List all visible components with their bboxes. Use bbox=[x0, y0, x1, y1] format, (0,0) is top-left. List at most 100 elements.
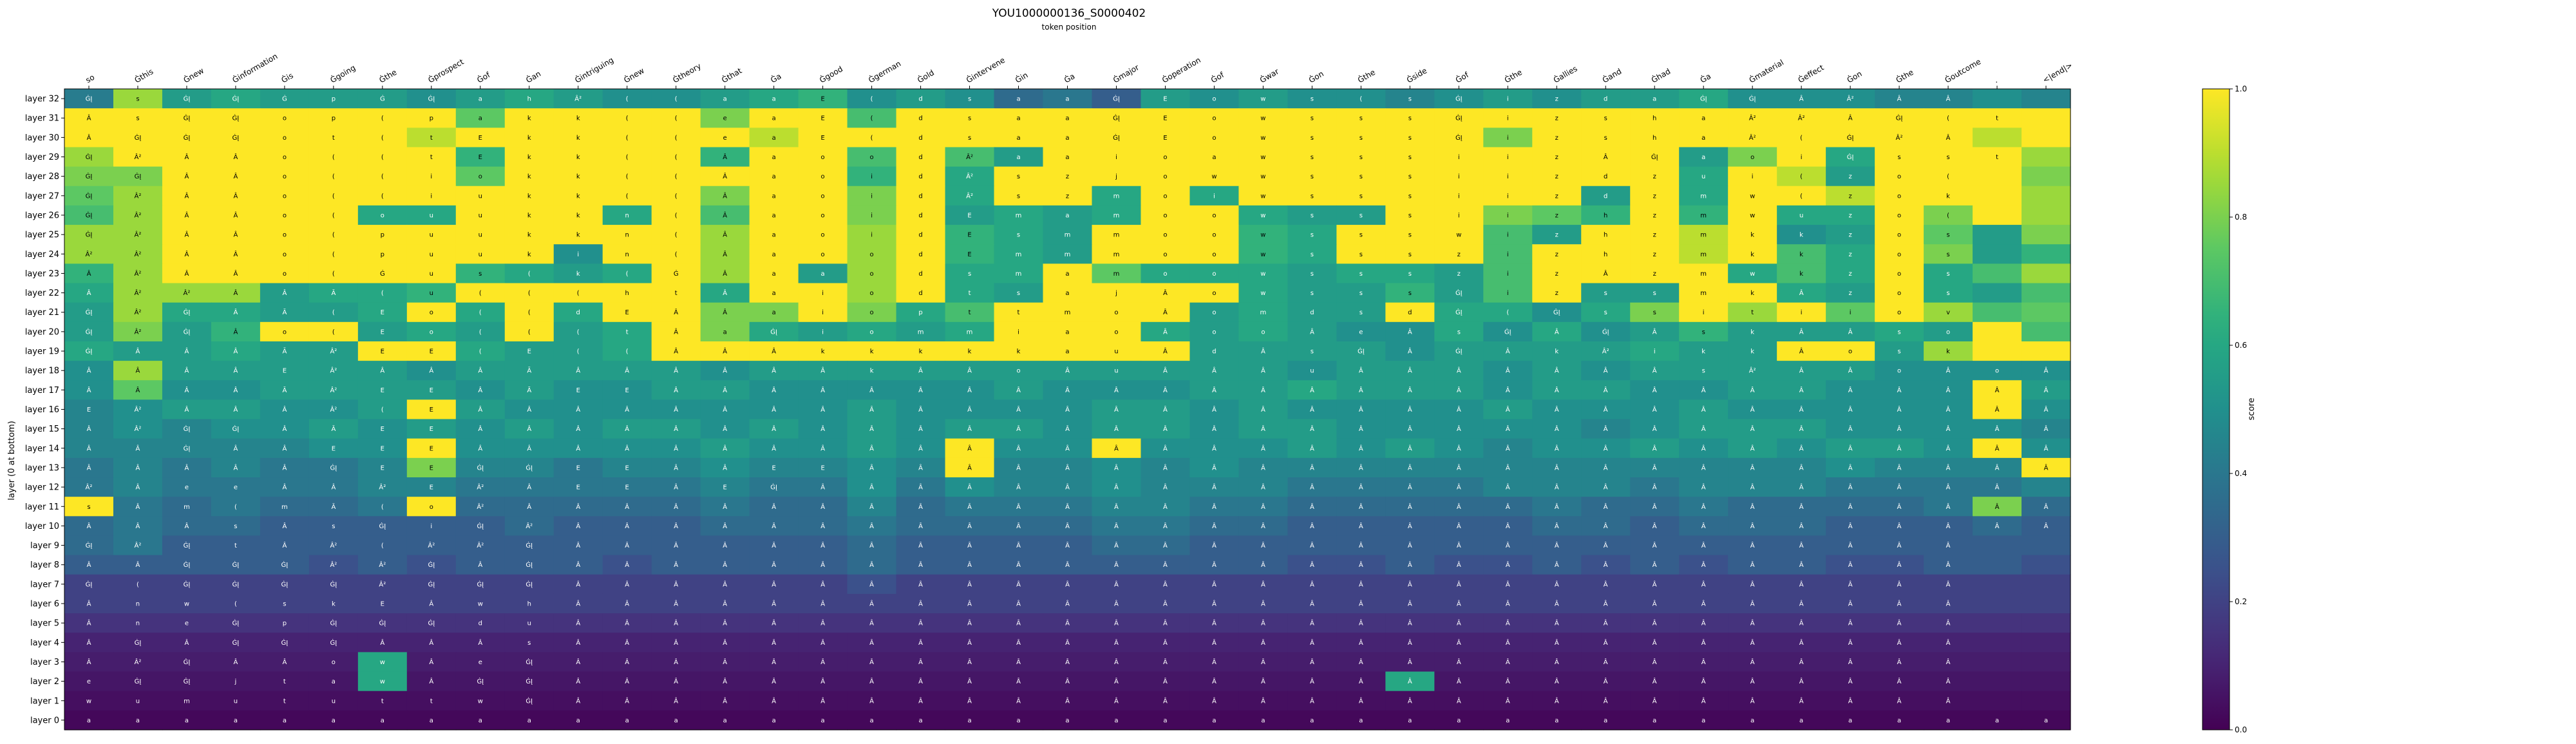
cell-label: e bbox=[723, 115, 727, 122]
y-tick-label: layer 6 bbox=[30, 600, 59, 609]
cell-label: Â bbox=[1701, 444, 1706, 452]
cell-label: Â bbox=[772, 677, 776, 685]
heatmap-cell bbox=[1092, 205, 1142, 225]
heatmap-cell bbox=[357, 341, 408, 361]
cell-label: Â bbox=[1408, 619, 1412, 627]
heatmap-cell bbox=[553, 283, 603, 303]
cell-label: a bbox=[772, 271, 776, 278]
heatmap-cell bbox=[847, 108, 897, 128]
heatmap-cell bbox=[406, 89, 457, 109]
cell-label: Â bbox=[2044, 444, 2049, 452]
cell-label: Â bbox=[1946, 463, 1951, 472]
cell-label: Â bbox=[1408, 483, 1412, 491]
cell-label: Â bbox=[87, 522, 91, 530]
heatmap-cell bbox=[1336, 302, 1386, 323]
heatmap-cell bbox=[2022, 186, 2071, 206]
cell-label: Â² bbox=[1602, 347, 1609, 356]
heatmap-cell bbox=[994, 302, 1044, 323]
cell-label: Â bbox=[1261, 367, 1265, 375]
heatmap-cell bbox=[211, 361, 261, 381]
cell-label: ĠĮ bbox=[232, 133, 240, 142]
heatmap-cell bbox=[798, 341, 848, 361]
heatmap-cell bbox=[308, 128, 359, 148]
cell-label: a bbox=[1506, 717, 1510, 724]
heatmap-cell bbox=[1875, 225, 1924, 245]
heatmap-cell bbox=[113, 108, 163, 128]
heatmap-cell bbox=[1973, 321, 2022, 342]
cell-label: Â bbox=[1114, 696, 1119, 705]
x-tick-label: Ġmajor bbox=[1111, 62, 1141, 85]
heatmap-cell bbox=[455, 438, 506, 459]
heatmap-cell bbox=[1483, 380, 1533, 401]
heatmap-cell bbox=[1043, 147, 1093, 167]
cell-label: a bbox=[1701, 154, 1705, 161]
heatmap-cell bbox=[1336, 128, 1386, 148]
heatmap-cell bbox=[211, 438, 261, 459]
cell-label: s bbox=[1457, 329, 1461, 336]
cell-label: Â bbox=[869, 600, 874, 608]
cell-label: k bbox=[527, 251, 531, 258]
heatmap-cell bbox=[749, 186, 799, 206]
cell-label: Â bbox=[1653, 444, 1657, 452]
heatmap-cell bbox=[1141, 419, 1191, 439]
cell-label: ( bbox=[626, 271, 629, 278]
heatmap-cell bbox=[1728, 225, 1777, 245]
cell-label: a bbox=[967, 717, 971, 724]
heatmap-cell bbox=[602, 302, 652, 323]
cell-label: a bbox=[430, 717, 433, 724]
cell-label: Â² bbox=[1749, 367, 1756, 375]
heatmap-cell bbox=[64, 205, 114, 225]
heatmap-cell bbox=[1385, 283, 1435, 303]
heatmap-cell bbox=[651, 302, 701, 323]
cell-label: Â² bbox=[966, 153, 973, 161]
cell-label: Â bbox=[1604, 502, 1608, 511]
heatmap-cell bbox=[1826, 302, 1875, 323]
cell-label: E bbox=[625, 484, 629, 491]
cell-label: i bbox=[1018, 329, 1019, 336]
cell-label: o bbox=[1212, 329, 1216, 336]
cell-label: a bbox=[1016, 115, 1020, 122]
cell-label: s bbox=[1604, 135, 1607, 142]
heatmap-cell bbox=[1336, 283, 1386, 303]
heatmap-cell bbox=[1777, 361, 1826, 381]
cell-label: j bbox=[1115, 173, 1117, 180]
cell-label: Â bbox=[1163, 308, 1168, 316]
heatmap-cell bbox=[1287, 302, 1337, 323]
cell-label: o bbox=[1163, 193, 1167, 200]
heatmap-cell bbox=[504, 108, 554, 128]
heatmap-cell bbox=[553, 438, 603, 459]
heatmap-cell bbox=[2022, 671, 2071, 692]
cell-label: a bbox=[1163, 717, 1167, 724]
cell-label: Â bbox=[1848, 619, 1853, 627]
cell-label: Â bbox=[1114, 424, 1119, 433]
cell-label: o bbox=[870, 329, 874, 336]
heatmap-cell bbox=[1483, 399, 1533, 420]
cell-label: E bbox=[576, 464, 580, 472]
heatmap-cell bbox=[1924, 147, 1973, 167]
cell-label: Â bbox=[1750, 619, 1755, 627]
cell-label: E bbox=[1163, 96, 1167, 103]
heatmap-cell bbox=[162, 147, 212, 167]
cell-label: z bbox=[1848, 232, 1852, 239]
heatmap-cell bbox=[1581, 263, 1631, 284]
cell-label: Â bbox=[1897, 444, 1902, 452]
cell-label: o bbox=[1897, 212, 1901, 219]
cell-label: ĠĮ bbox=[526, 658, 533, 666]
cell-label: a bbox=[478, 115, 482, 122]
heatmap-cell bbox=[749, 244, 799, 264]
cell-label: Â² bbox=[1749, 114, 1756, 122]
cell-label: Â bbox=[1065, 405, 1070, 414]
cell-label: i bbox=[577, 251, 579, 258]
cell-label: z bbox=[1653, 232, 1656, 239]
cell-label: Â bbox=[185, 522, 189, 530]
cell-label: Â bbox=[1799, 444, 1804, 452]
x-tick-label: Ġthat bbox=[719, 65, 743, 85]
cell-label: ĠĮ bbox=[526, 580, 533, 588]
heatmap-cell bbox=[1043, 186, 1093, 206]
cell-label: ĠĮ bbox=[184, 560, 191, 569]
heatmap-cell bbox=[1875, 419, 1924, 439]
cell-label: Â bbox=[1848, 502, 1853, 511]
heatmap-cell bbox=[1336, 244, 1386, 264]
cell-label: s bbox=[1359, 115, 1363, 122]
cell-label: Â bbox=[87, 114, 91, 122]
